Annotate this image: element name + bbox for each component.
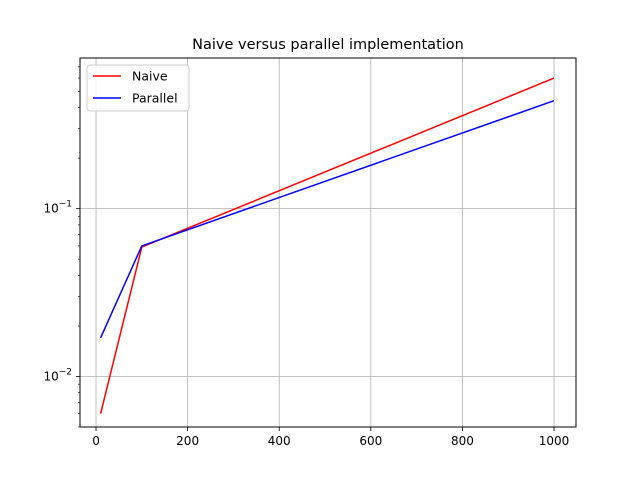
x-tick-label: 200 [176, 434, 199, 448]
x-tick-label: 1000 [539, 434, 570, 448]
series-line-naive [99, 77, 555, 414]
x-tick-label: 400 [268, 434, 291, 448]
axis-ticks: 0 200 400 600 800 1000 10−2 10−1 [43, 66, 570, 448]
x-tick-label: 800 [451, 434, 474, 448]
chart-title: Naive versus parallel implementation [192, 37, 464, 53]
plot-area-frame [79, 57, 577, 428]
legend-label-parallel: Parallel [132, 91, 178, 106]
legend: Naive Parallel [86, 64, 190, 112]
y-tick-label: 10−1 [43, 200, 72, 216]
data-series [99, 77, 555, 414]
x-tick-label: 600 [359, 434, 382, 448]
grid-lines [80, 58, 576, 427]
legend-label-naive: Naive [132, 69, 168, 84]
x-tick-label: 0 [92, 434, 100, 448]
y-tick-label: 10−2 [43, 367, 72, 383]
series-line-parallel [99, 99, 555, 339]
